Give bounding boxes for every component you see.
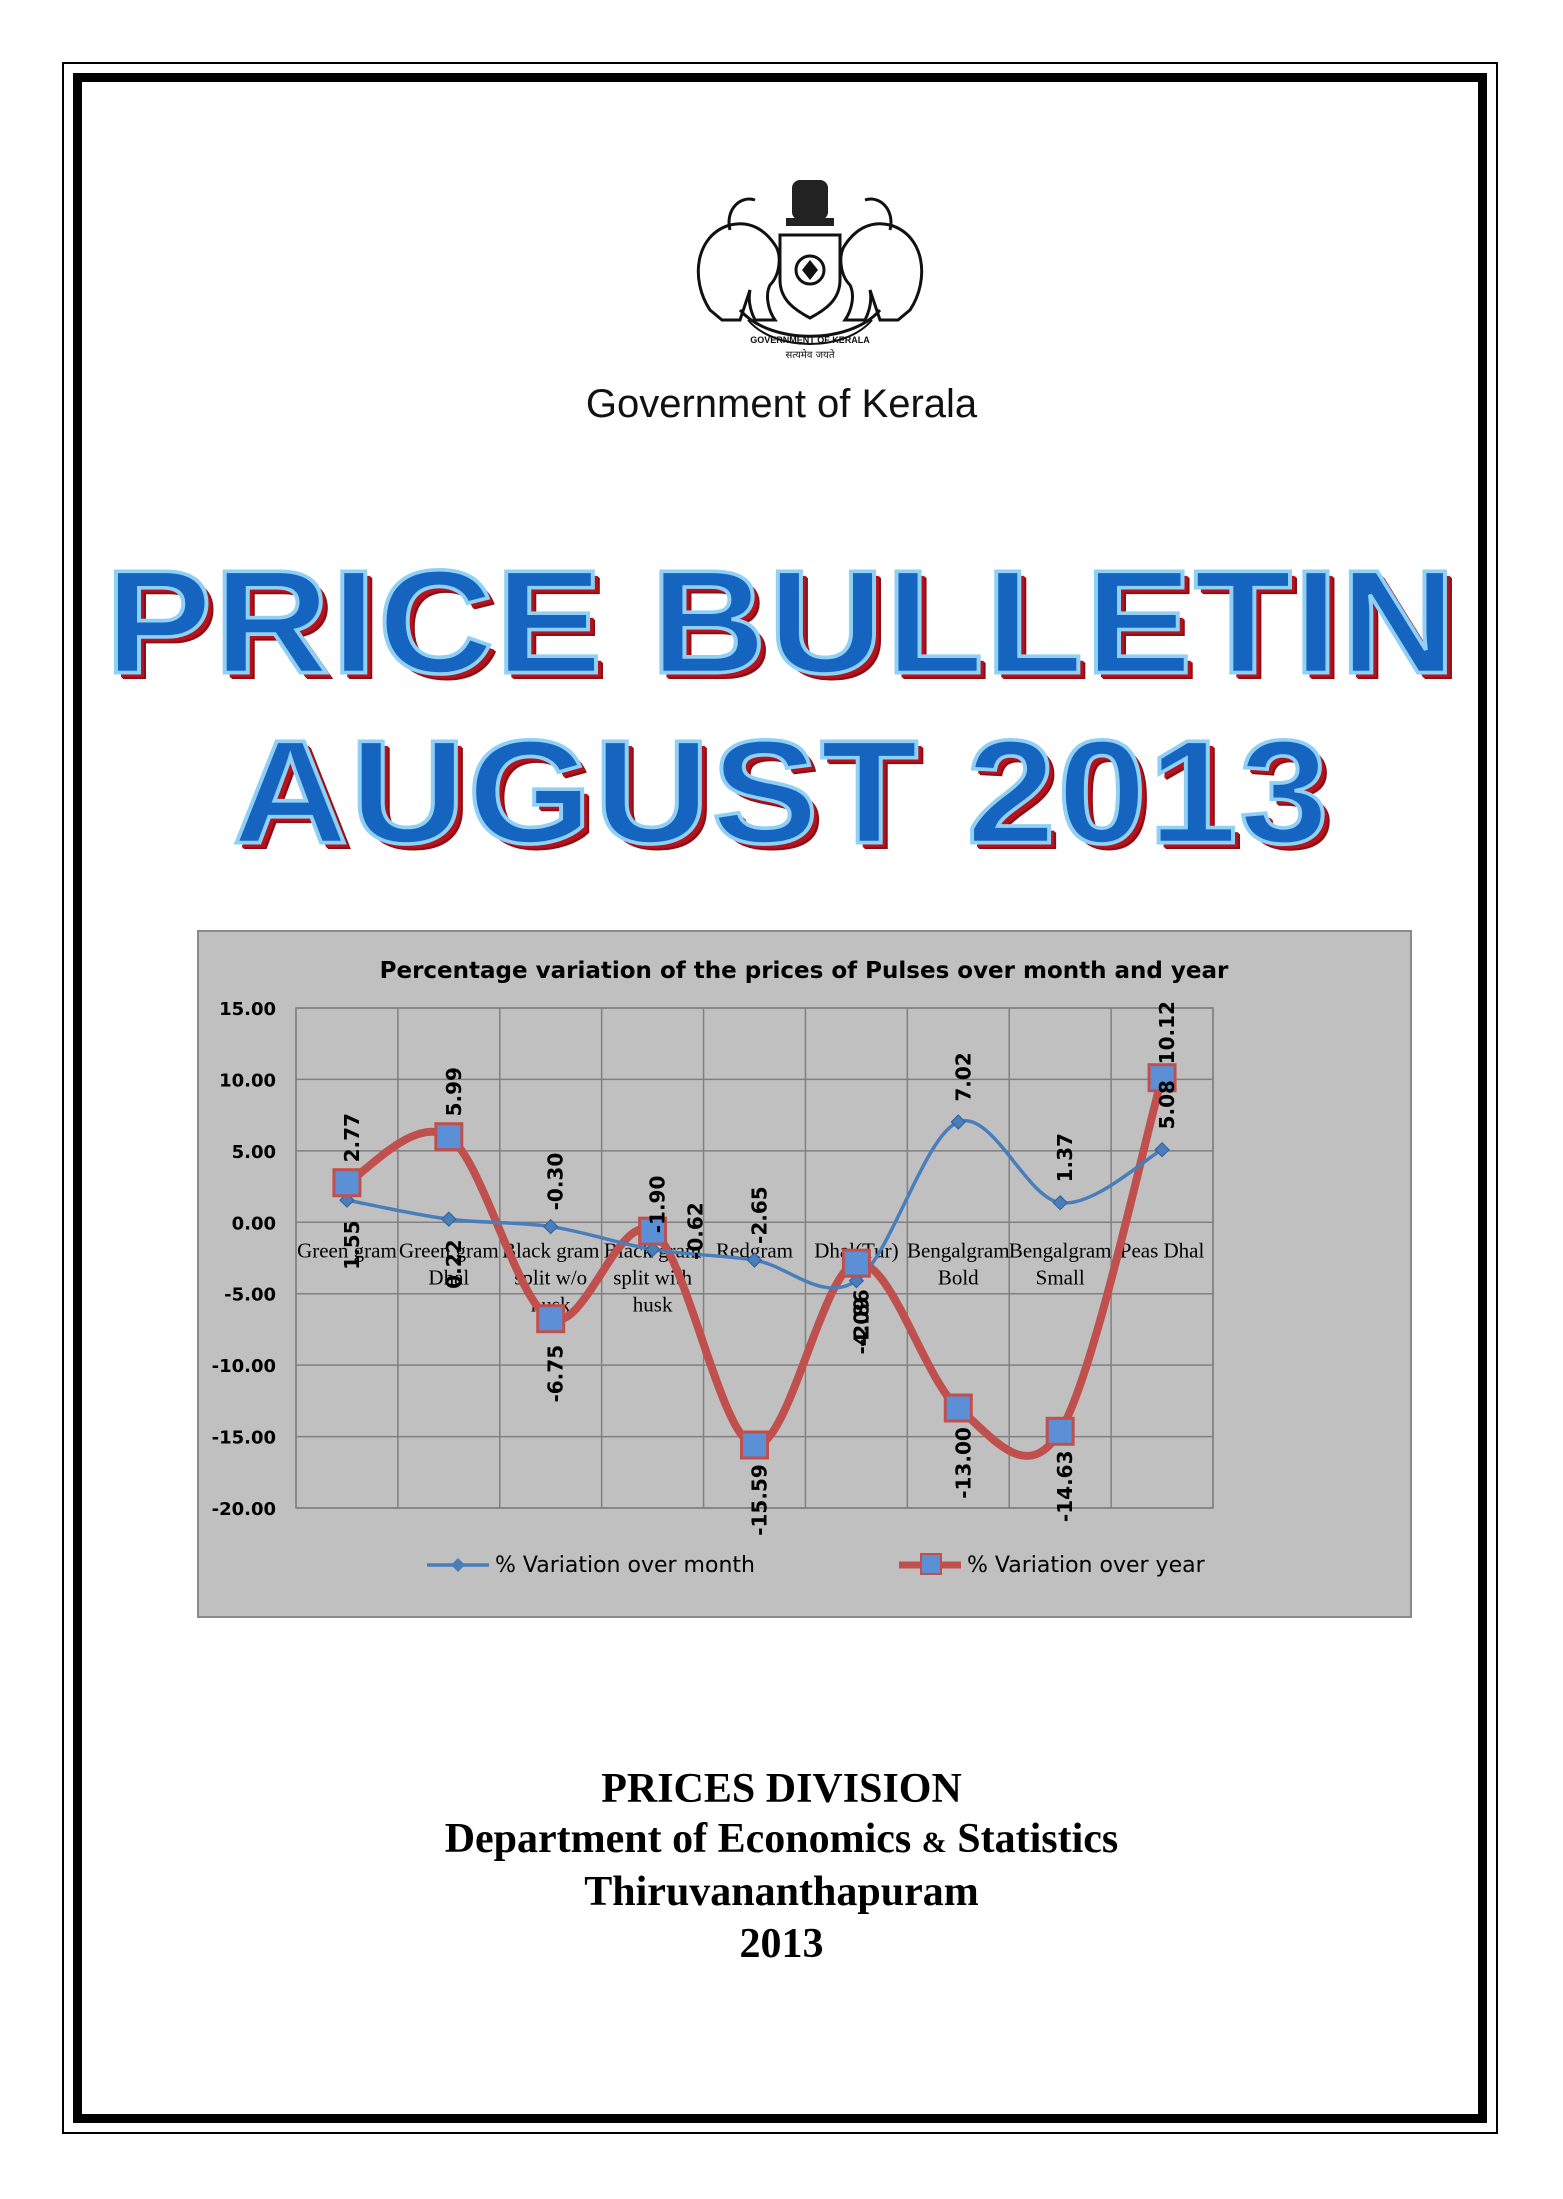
year-data-label: -0.62 — [684, 1202, 708, 1260]
bulletin-month: AUGUST 2013 — [231, 707, 1331, 875]
y-tick-label: -20.00 — [212, 1499, 276, 1520]
year-point — [638, 1216, 668, 1246]
x-category-label: Peas Dhal — [1120, 1238, 1205, 1262]
y-tick-label: 15.00 — [219, 999, 276, 1020]
year-data-label: -6.75 — [544, 1345, 568, 1403]
y-tick-label: -5.00 — [224, 1285, 276, 1306]
month-data-label: -2.65 — [748, 1186, 772, 1244]
month-data-label: 1.55 — [340, 1220, 364, 1269]
year-data-label: -14.63 — [1053, 1451, 1077, 1523]
year-point — [332, 1168, 362, 1198]
pulses-price-variation-chart: Percentage variation of the prices of Pu… — [197, 930, 1412, 1618]
y-tick-label: 5.00 — [232, 1142, 276, 1163]
month-point — [746, 1252, 763, 1268]
division-name: PRICES DIVISION — [601, 1766, 962, 1812]
department-part2: Statistics — [946, 1816, 1119, 1862]
publication-year: 2013 — [739, 1921, 824, 1967]
kerala-state-emblem-icon: GOVERNMENT OF KERALA सत्यमेव जयते — [696, 180, 924, 360]
year-data-label: -13.00 — [951, 1427, 975, 1499]
x-category-label: Green gram — [399, 1238, 499, 1262]
month-data-label: 1.37 — [1053, 1133, 1077, 1182]
month-data-label: -1.90 — [646, 1176, 670, 1234]
x-category-label: Bengalgram — [907, 1238, 1010, 1262]
year-point — [1147, 1063, 1177, 1093]
month-point — [1154, 1142, 1170, 1158]
year-point — [536, 1304, 566, 1334]
bulletin-title: PRICE BULLETIN — [103, 537, 1458, 705]
year-data-label: 5.99 — [442, 1067, 466, 1116]
department-name: Department of Economics & Statistics — [0, 1815, 1563, 1863]
month-data-label: -4.09 — [849, 1297, 873, 1355]
legend-month-label: % Variation over month — [495, 1553, 755, 1578]
legend-month-marker — [451, 1558, 465, 1572]
year-point — [943, 1393, 973, 1423]
month-point — [1052, 1195, 1068, 1211]
month-data-label: 7.02 — [951, 1052, 975, 1101]
y-tick-label: 10.00 — [219, 1070, 276, 1091]
year-point — [434, 1122, 464, 1152]
month-point — [644, 1241, 661, 1258]
legend-year-marker — [920, 1553, 942, 1575]
month-data-label: 0.22 — [442, 1239, 466, 1288]
page-border-outer — [62, 62, 1498, 2134]
x-category-label: Green gram — [297, 1238, 397, 1262]
emblem-arc-text: GOVERNMENT OF KERALA — [750, 335, 870, 345]
month-data-label: 5.08 — [1155, 1080, 1179, 1129]
year-point — [841, 1248, 871, 1278]
x-category-label: Bengalgram — [1009, 1238, 1112, 1262]
page-border-inner — [73, 73, 1487, 2123]
government-name: Government of Kerala — [585, 382, 978, 426]
y-tick-label: -10.00 — [212, 1356, 276, 1377]
month-point — [441, 1211, 457, 1227]
department-part1: Department of Economics — [444, 1816, 922, 1862]
month-data-label: -0.30 — [544, 1153, 568, 1211]
x-category-label: Bold — [938, 1265, 979, 1289]
month-point — [950, 1114, 966, 1130]
chart-title: Percentage variation of the prices of Pu… — [380, 958, 1229, 984]
series-line-month — [346, 1118, 1163, 1290]
year-data-label: 10.12 — [1155, 1001, 1179, 1064]
emblem-motto: सत्यमेव जयते — [785, 349, 834, 360]
x-category-label: Small — [1036, 1265, 1085, 1289]
y-tick-label: -15.00 — [212, 1428, 276, 1449]
x-category-label: Dhal — [428, 1265, 469, 1289]
city-name: Thiruvananthapuram — [584, 1869, 979, 1915]
legend-year-label: % Variation over year — [967, 1553, 1206, 1578]
month-point — [543, 1218, 559, 1235]
y-tick-label: 0.00 — [232, 1213, 276, 1234]
chart-canvas: Percentage variation of the prices of Pu… — [212, 958, 1229, 1578]
year-point — [1045, 1416, 1075, 1446]
year-data-label: -15.59 — [748, 1464, 772, 1536]
department-ampersand: & — [921, 1826, 947, 1859]
year-data-label: 2.77 — [340, 1113, 364, 1162]
x-category-label: husk — [633, 1292, 673, 1316]
month-point — [848, 1273, 865, 1289]
x-category-label: Black gram — [502, 1238, 599, 1262]
year-point — [740, 1430, 769, 1460]
year-data-label: -2.86 — [849, 1289, 873, 1347]
